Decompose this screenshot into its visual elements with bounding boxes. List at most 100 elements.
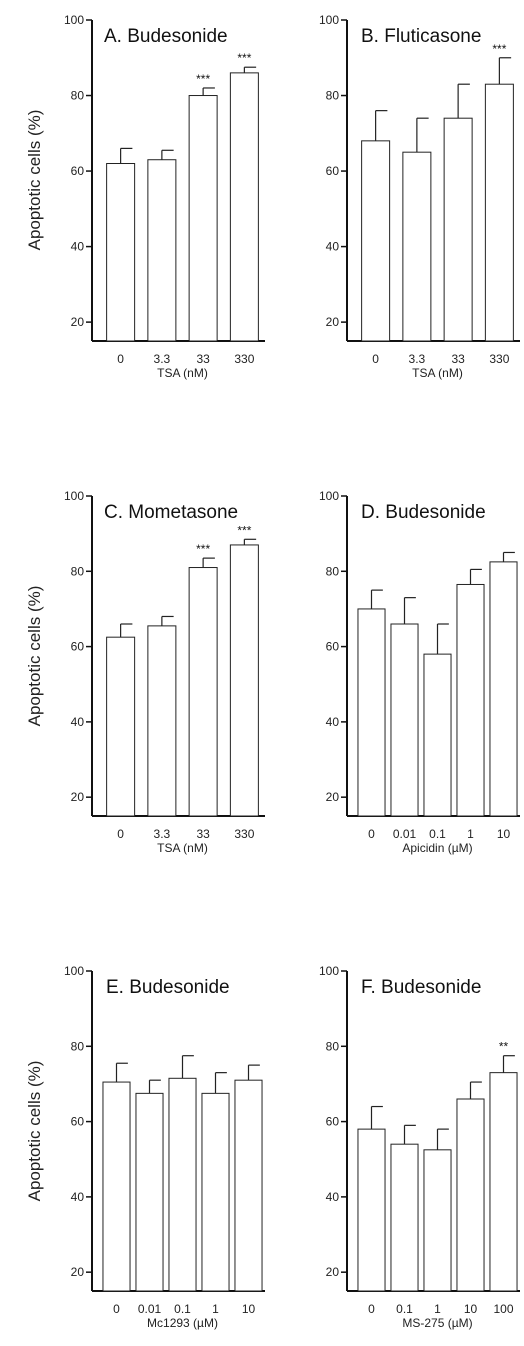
x-tick-label: 33 bbox=[451, 352, 465, 366]
y-tick-label: 40 bbox=[71, 1190, 85, 1204]
bar bbox=[456, 1098, 485, 1292]
significance-label: *** bbox=[237, 51, 251, 65]
y-tick-label: 100 bbox=[319, 489, 339, 503]
x-axis-label: Mc1293 (µM) bbox=[147, 1316, 218, 1330]
panel-title: D. Budesonide bbox=[361, 502, 486, 523]
x-axis-label: TSA (nM) bbox=[157, 841, 208, 855]
x-tick-label: 3.3 bbox=[154, 827, 171, 841]
y-tick-label: 40 bbox=[71, 715, 85, 729]
x-axis-label: TSA (nM) bbox=[157, 366, 208, 380]
x-tick-label: 10 bbox=[242, 1302, 256, 1316]
bar bbox=[201, 1092, 230, 1292]
bar bbox=[357, 608, 386, 817]
x-tick-label: 330 bbox=[234, 352, 254, 366]
panel-title: F. Budesonide bbox=[361, 977, 481, 998]
bar bbox=[168, 1077, 197, 1292]
bar bbox=[423, 1149, 452, 1292]
y-axis-label: Apoptotic cells (%) bbox=[25, 586, 44, 727]
bar bbox=[489, 561, 518, 817]
significance-label: ** bbox=[499, 1040, 509, 1054]
y-tick-label: 20 bbox=[326, 1265, 340, 1279]
bar bbox=[443, 117, 473, 342]
bar bbox=[489, 1072, 518, 1292]
y-tick-label: 40 bbox=[326, 1190, 340, 1204]
y-tick-label: 60 bbox=[71, 1115, 85, 1129]
x-tick-label: 0 bbox=[368, 1302, 375, 1316]
y-tick-label: 60 bbox=[326, 640, 340, 654]
x-tick-label: 3.3 bbox=[154, 352, 171, 366]
panel-title: C. Mometasone bbox=[104, 502, 238, 523]
bar bbox=[456, 583, 485, 817]
bar bbox=[188, 567, 218, 817]
x-tick-label: 330 bbox=[234, 827, 254, 841]
x-tick-label: 1 bbox=[467, 827, 474, 841]
bar bbox=[147, 159, 177, 342]
y-tick-label: 40 bbox=[326, 715, 340, 729]
bar bbox=[234, 1079, 263, 1292]
x-tick-label: 0.1 bbox=[396, 1302, 413, 1316]
y-tick-label: 60 bbox=[326, 1115, 340, 1129]
panel-2: 20 40 60 80 100 0 3.3 *** 33 *** 330 TSA (nM) C. Mom… bbox=[25, 489, 265, 855]
y-axis-label: Apoptotic cells (%) bbox=[25, 110, 44, 251]
bar bbox=[229, 72, 259, 342]
bar bbox=[229, 544, 259, 817]
x-tick-label: 0 bbox=[368, 827, 375, 841]
y-tick-label: 100 bbox=[64, 489, 84, 503]
y-axis-label: Apoptotic cells (%) bbox=[25, 1061, 44, 1202]
y-tick-label: 20 bbox=[71, 1265, 85, 1279]
y-tick-label: 20 bbox=[326, 790, 340, 804]
y-tick-label: 80 bbox=[326, 89, 340, 103]
x-tick-label: 0 bbox=[117, 352, 124, 366]
bar bbox=[102, 1081, 131, 1292]
x-tick-label: 0 bbox=[372, 352, 379, 366]
panel-title: E. Budesonide bbox=[106, 977, 230, 998]
x-tick-label: 0.01 bbox=[138, 1302, 162, 1316]
y-tick-label: 80 bbox=[71, 1039, 85, 1053]
y-tick-label: 20 bbox=[71, 790, 85, 804]
bar bbox=[484, 83, 514, 342]
significance-label: *** bbox=[237, 523, 251, 537]
panel-5: 20 40 60 80 100 0 0.1 1 10 ** 100 MS-275 (µM) F. Bud… bbox=[319, 964, 520, 1330]
x-tick-label: 0.01 bbox=[393, 827, 417, 841]
y-tick-label: 100 bbox=[64, 964, 84, 978]
y-tick-label: 100 bbox=[319, 964, 339, 978]
bar bbox=[390, 623, 419, 817]
panel-title: B. Fluticasone bbox=[361, 26, 481, 47]
y-tick-label: 40 bbox=[326, 240, 340, 254]
x-tick-label: 33 bbox=[196, 352, 210, 366]
x-tick-label: 0.1 bbox=[174, 1302, 191, 1316]
bar bbox=[423, 653, 452, 817]
y-tick-label: 100 bbox=[64, 13, 84, 27]
x-tick-label: 0 bbox=[113, 1302, 120, 1316]
y-tick-label: 80 bbox=[71, 564, 85, 578]
x-tick-label: 10 bbox=[497, 827, 511, 841]
panel-1: 20 40 60 80 100 0 3.3 33 *** 330 TSA (nM) B. Flutic… bbox=[319, 13, 520, 380]
x-tick-label: 1 bbox=[212, 1302, 219, 1316]
x-tick-label: 330 bbox=[489, 352, 509, 366]
x-tick-label: 0 bbox=[117, 827, 124, 841]
x-tick-label: 1 bbox=[434, 1302, 441, 1316]
bar bbox=[390, 1143, 419, 1292]
bar bbox=[106, 163, 136, 342]
panel-title: A. Budesonide bbox=[104, 26, 228, 47]
y-tick-label: 20 bbox=[71, 315, 85, 329]
y-tick-label: 100 bbox=[319, 13, 339, 27]
y-tick-label: 80 bbox=[326, 564, 340, 578]
y-tick-label: 40 bbox=[71, 240, 85, 254]
x-tick-label: 33 bbox=[196, 827, 210, 841]
bar bbox=[188, 95, 218, 342]
y-tick-label: 80 bbox=[326, 1039, 340, 1053]
y-tick-label: 60 bbox=[326, 164, 340, 178]
bar bbox=[361, 140, 391, 342]
y-tick-label: 20 bbox=[326, 315, 340, 329]
x-axis-label: MS-275 (µM) bbox=[402, 1316, 472, 1330]
x-axis-label: TSA (nM) bbox=[412, 366, 463, 380]
y-tick-label: 60 bbox=[71, 164, 85, 178]
x-axis-label: Apicidin (µM) bbox=[402, 841, 472, 855]
bar bbox=[402, 151, 432, 342]
significance-label: *** bbox=[196, 542, 210, 556]
panel-4: 20 40 60 80 100 0 0.01 0.1 1 10 Mc1293 (µM) E. Bude… bbox=[25, 964, 265, 1330]
significance-label: *** bbox=[196, 72, 210, 86]
x-tick-label: 10 bbox=[464, 1302, 478, 1316]
